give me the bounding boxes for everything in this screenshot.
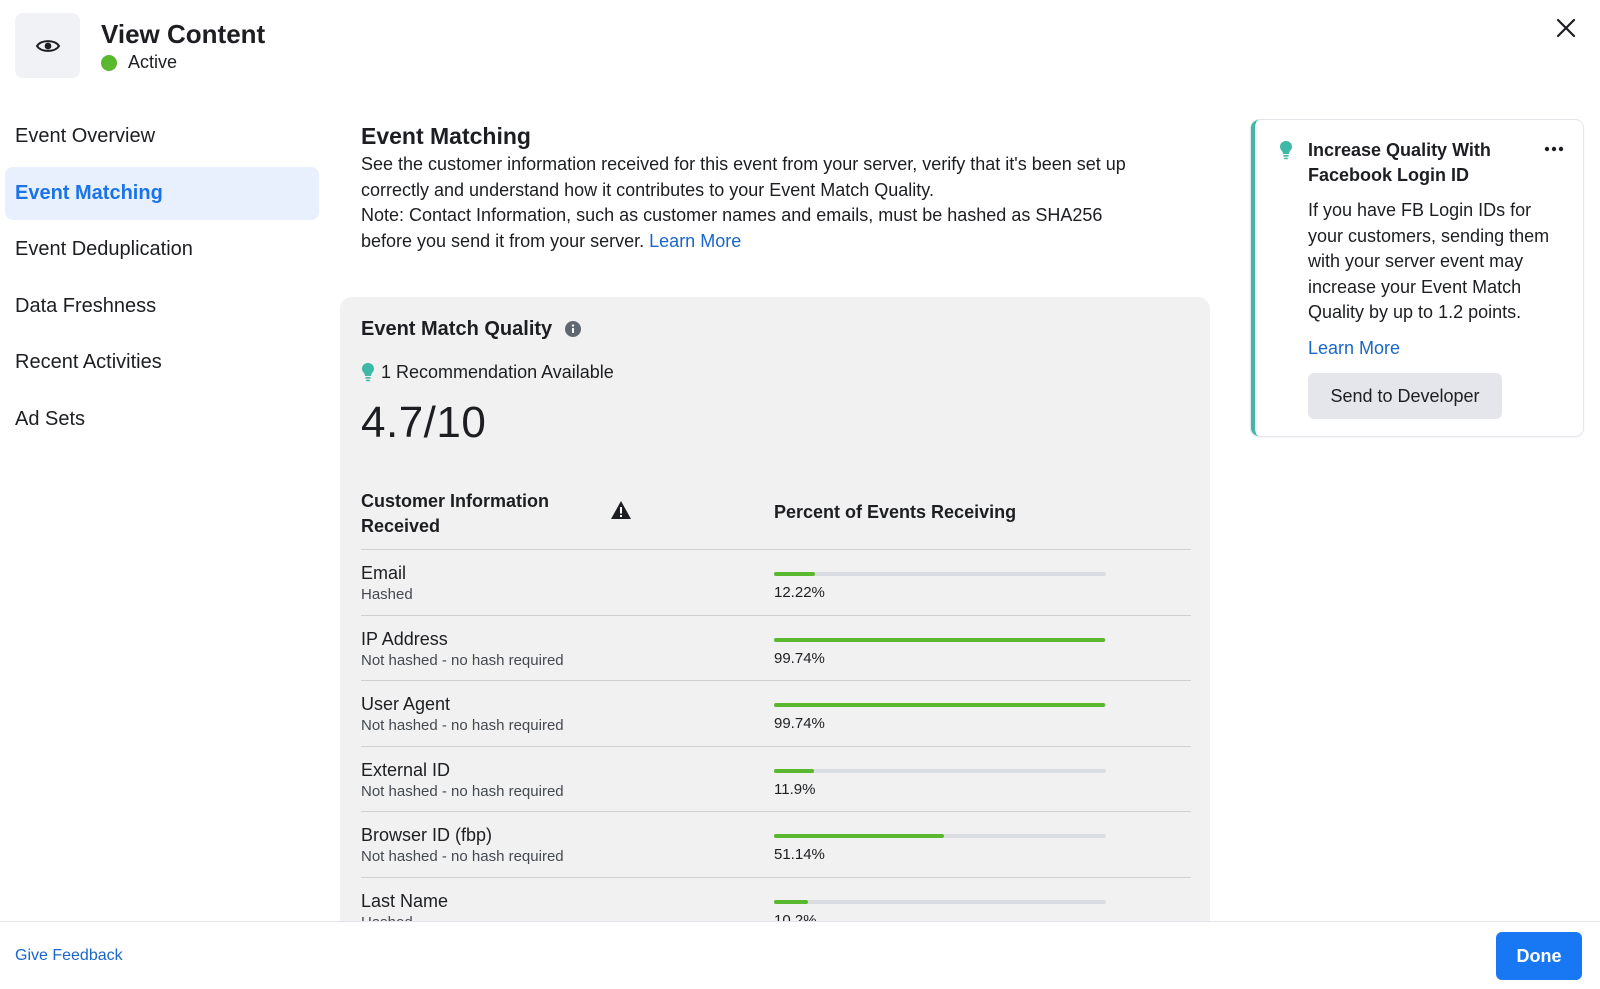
section-description: See the customer information received fo… [361,152,1211,254]
eye-icon [15,13,80,78]
footer-bar: Give Feedback Done [0,921,1600,989]
row-field-name: Last Name [361,890,449,911]
percent-bar-fill [774,572,815,576]
table-row: IP Address Not hashed - no hash required 9… [361,616,1191,681]
emq-score: 4.7/10 [361,398,487,447]
column-header-percent: Percent of Events Receiving [774,502,1017,522]
percent-bar-fill [774,768,814,773]
more-options-button[interactable] [1541,136,1567,162]
customer-info-table: Email Hashed 12.22% IP Address Not hashed - … [361,550,1191,937]
row-hash-status: Not hashed - no hash required [361,782,564,800]
percent-value: 12.22% [774,584,825,601]
percent-bar-track [774,768,1106,773]
row-field-name: User Agent [361,694,451,714]
description-line: Note: Contact Information, such as custo… [361,205,1103,225]
percent-bar-fill [774,637,1106,642]
percent-bar-track [774,637,1106,642]
emq-title: Event Match Quality [361,317,553,340]
sidebar-item-event-deduplication[interactable]: Event Deduplication [15,238,193,260]
status-indicator: Active [101,52,265,73]
done-button[interactable]: Done [1496,932,1582,980]
status-dot [101,54,117,71]
row-field-name: Browser ID (fbp) [361,825,493,845]
lightbulb-icon [1279,139,1293,166]
sidebar-item-recent-activities[interactable]: Recent Activities [15,351,162,373]
percent-value: 51.14% [774,846,825,863]
info-icon[interactable] [565,321,582,337]
table-header: Customer Information Received Percent of… [361,489,1191,550]
recommendation-label: 1 Recommendation Available [381,361,614,382]
emq-header: Event Match Quality [361,317,1191,341]
percent-value: 99.74% [774,649,825,667]
recommendation-row[interactable]: 1 Recommendation Available [361,361,1191,383]
description-line: See the customer information received fo… [361,154,1126,174]
give-feedback-link[interactable]: Give Feedback [15,947,123,964]
percent-bar-fill [774,899,808,904]
close-icon [1556,18,1576,38]
percent-bar-track [774,834,1106,838]
row-hash-status: Not hashed - no hash required [361,848,564,865]
row-hash-status: Not hashed - no hash required [361,717,564,734]
description-line: correctly and understand how it contribu… [361,179,934,200]
sidebar-item-data-freshness[interactable]: Data Freshness [15,294,157,317]
recommendation-body: If you have FB Login IDs for your custom… [1308,200,1550,322]
row-field-name: External ID [361,759,451,780]
learn-more-link[interactable]: Learn More [649,230,742,251]
recommendation-card: Increase Quality With Facebook Login ID … [1251,120,1583,436]
table-row: Browser ID (fbp) Not hashed - no hash req… [361,812,1191,878]
sidebar-item-event-matching[interactable]: Event Matching [5,166,319,220]
sidebar-nav: Event Overview Event Matching Event Dedu… [5,110,319,449]
row-hash-status: Not hashed - no hash required [361,651,564,669]
table-row: User Agent Not hashed - no hash required 9… [361,681,1191,747]
percent-bar-track [774,899,1106,904]
send-to-developer-button[interactable]: Send to Developer [1308,373,1502,419]
percent-value: 11.9% [774,780,816,798]
page-title: View Content [101,19,266,49]
sidebar-item-ad-sets[interactable]: Ad Sets [15,407,86,430]
percent-bar-fill [774,703,1106,707]
percent-bar-track [774,572,1106,576]
event-match-quality-card: Event Match Quality 1 Recommendation Ava… [340,297,1210,937]
row-field-name: IP Address [361,628,448,649]
row-field-name: Email [361,563,407,583]
status-label: Active [128,52,178,72]
column-header-info: Customer Information Received [361,491,550,536]
description-text: before you send it from your server. [361,230,645,251]
lightbulb-icon [361,362,375,382]
tip-learn-more-link[interactable]: Learn More [1308,338,1401,358]
row-hash-status: Hashed [361,586,413,603]
percent-bar-fill [774,834,944,838]
percent-bar-track [774,703,1106,707]
recommendation-title: Increase Quality With Facebook Login ID [1308,140,1491,185]
description-line-last: before you send it from your server. Lea… [361,229,1211,255]
percent-value: 99.74% [774,715,825,732]
table-row: External ID Not hashed - no hash required… [361,747,1191,812]
table-row: Email Hashed 12.22% [361,550,1191,616]
more-icon [1544,146,1564,152]
warning-icon[interactable] [610,500,632,525]
event-header: View Content Active [15,13,265,78]
main-content: Event Matching See the customer informat… [361,122,1211,254]
close-button[interactable] [1548,10,1584,46]
section-title: Event Matching [361,123,531,149]
sidebar-item-event-overview[interactable]: Event Overview [15,125,156,147]
